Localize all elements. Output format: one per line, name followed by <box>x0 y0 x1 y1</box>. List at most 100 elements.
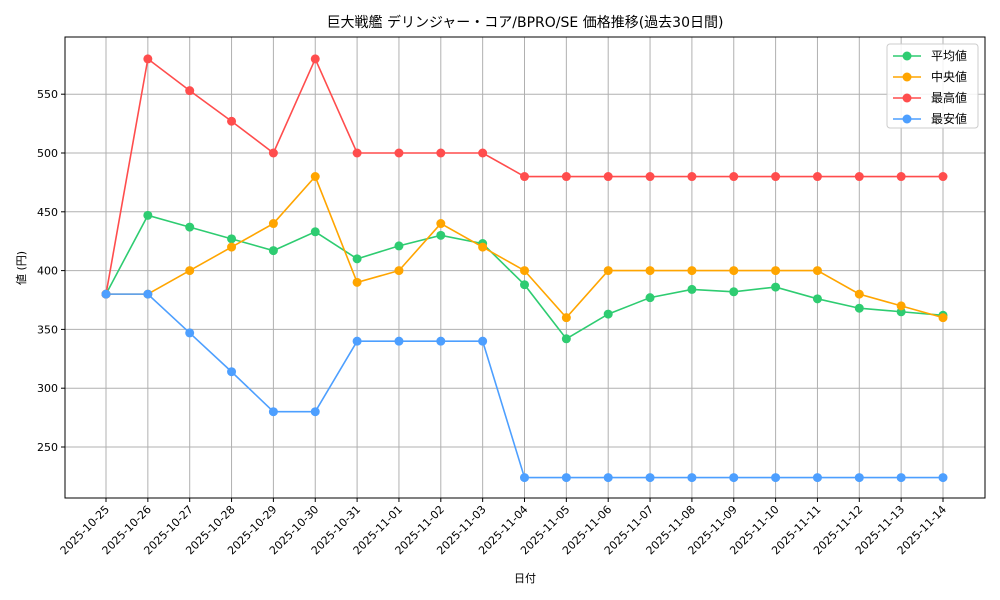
legend-box <box>886 43 979 129</box>
data-point <box>645 266 655 276</box>
data-point <box>896 473 906 483</box>
data-point <box>938 172 948 182</box>
y-tick-label: 400 <box>37 265 58 278</box>
y-tick-label: 500 <box>37 147 58 160</box>
legend-item: 平均値 <box>893 48 967 63</box>
y-axis-ticks: 250 300 350 400 450 500 550 <box>37 88 65 454</box>
legend-item: 中央値 <box>893 69 967 84</box>
data-point <box>603 266 613 276</box>
data-point <box>310 227 320 237</box>
data-point <box>436 336 446 346</box>
legend-label: 平均値 <box>931 48 967 63</box>
legend-label: 最安値 <box>931 111 967 126</box>
data-point <box>268 407 278 417</box>
data-point <box>561 334 571 344</box>
data-point <box>227 367 237 377</box>
data-point <box>729 172 739 182</box>
data-point <box>603 473 613 483</box>
data-point <box>938 313 948 323</box>
data-point <box>436 148 446 158</box>
data-point <box>436 230 446 240</box>
series-line <box>101 172 948 323</box>
y-tick-label: 550 <box>37 88 58 101</box>
data-point <box>938 473 948 483</box>
data-point <box>310 172 320 182</box>
data-point <box>394 148 404 158</box>
data-point <box>478 148 488 158</box>
data-point <box>520 473 529 483</box>
data-point <box>896 172 906 182</box>
data-point <box>478 242 488 252</box>
legend-marker-icon <box>902 114 912 124</box>
data-point <box>310 54 320 64</box>
series-line <box>101 289 948 483</box>
data-point <box>185 328 195 338</box>
data-point <box>185 86 195 96</box>
data-point <box>352 254 362 264</box>
data-point <box>771 172 781 182</box>
data-point <box>645 473 655 483</box>
data-point <box>352 148 362 158</box>
data-point <box>812 473 822 483</box>
data-point <box>394 266 404 276</box>
legend-label: 最高値 <box>931 90 967 105</box>
data-point <box>603 309 613 319</box>
data-point <box>143 210 153 220</box>
data-point <box>352 336 362 346</box>
data-point <box>812 266 822 276</box>
legend-label: 中央値 <box>931 69 967 84</box>
data-series <box>101 54 948 483</box>
data-point <box>729 287 739 297</box>
data-point <box>310 407 320 417</box>
data-point <box>394 336 404 346</box>
legend-marker-icon <box>902 93 912 103</box>
legend-marker-icon <box>902 51 912 61</box>
data-point <box>729 266 739 276</box>
legend-item: 最安値 <box>893 111 967 126</box>
data-point <box>268 148 278 158</box>
data-point <box>771 473 781 483</box>
legend-marker-icon <box>902 72 912 82</box>
data-point <box>520 266 529 276</box>
data-point <box>227 242 237 252</box>
data-point <box>854 289 864 299</box>
series-line <box>101 54 948 299</box>
data-point <box>436 219 446 229</box>
data-point <box>687 284 697 294</box>
data-point <box>854 303 864 313</box>
data-point <box>771 266 781 276</box>
data-point <box>603 172 613 182</box>
data-point <box>227 234 237 244</box>
data-point <box>268 219 278 229</box>
data-point <box>520 280 529 290</box>
data-point <box>352 277 362 287</box>
plot-frame <box>64 36 986 499</box>
data-point <box>854 473 864 483</box>
series-line <box>101 210 948 344</box>
legend-item: 最高値 <box>893 90 967 105</box>
x-axis-label: 日付 <box>514 572 536 585</box>
data-point <box>812 172 822 182</box>
y-tick-label: 350 <box>37 323 58 336</box>
chart-title: 巨大戦艦 デリンジャー・コア/BPRO/SE 価格推移(過去30日間) <box>327 14 724 31</box>
y-tick-label: 250 <box>37 441 58 454</box>
data-point <box>687 172 697 182</box>
data-point <box>185 266 195 276</box>
data-point <box>394 241 404 251</box>
data-point <box>729 473 739 483</box>
data-point <box>520 172 529 182</box>
data-point <box>227 116 237 126</box>
data-point <box>645 172 655 182</box>
data-point <box>268 246 278 256</box>
data-point <box>771 282 781 292</box>
data-point <box>143 54 153 64</box>
data-point <box>645 293 655 303</box>
data-point <box>561 172 571 182</box>
data-point <box>101 289 111 299</box>
data-point <box>185 222 195 232</box>
y-tick-label: 450 <box>37 206 58 219</box>
data-point <box>854 172 864 182</box>
y-tick-label: 300 <box>37 382 58 395</box>
